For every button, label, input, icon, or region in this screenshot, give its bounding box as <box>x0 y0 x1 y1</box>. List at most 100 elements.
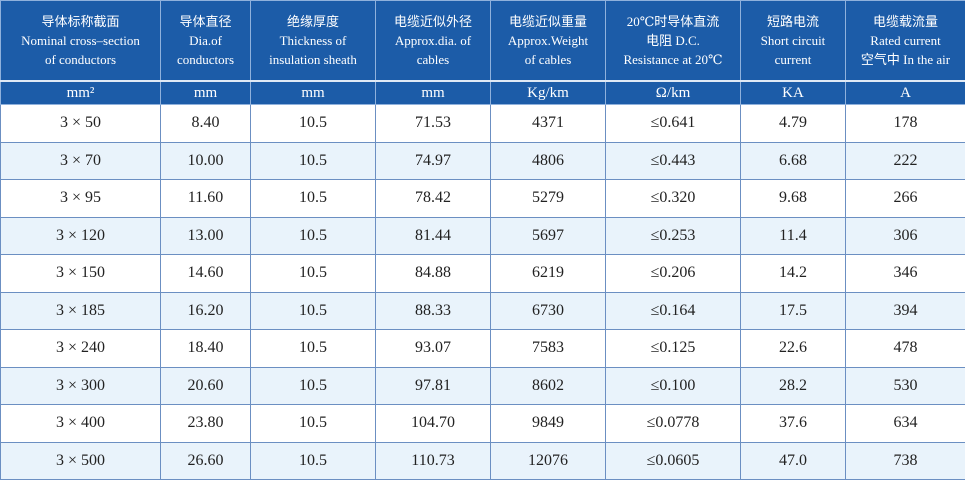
units-row: mm² mm mm mm Kg/km Ω/km KA A <box>0 80 965 105</box>
unit-cell: mm² <box>0 80 161 105</box>
table-cell: ≤0.164 <box>605 291 741 330</box>
table-cell: 222 <box>845 141 965 180</box>
table-cell: 104.70 <box>375 404 491 443</box>
header-line: of conductors <box>44 52 117 67</box>
table-row: 3 × 150 14.60 10.5 84.88 6219 ≤0.206 14.2 346 <box>0 254 965 293</box>
unit-cell: A <box>845 80 965 105</box>
table-cell: 17.5 <box>740 291 846 330</box>
table-cell: 5697 <box>490 216 606 255</box>
table-cell: 6.68 <box>740 141 846 180</box>
header-line: conductors <box>176 52 235 67</box>
table-cell: 10.5 <box>250 141 376 180</box>
header-line: Dia.of <box>189 33 222 48</box>
table-cell: 634 <box>845 404 965 443</box>
unit-cell: mm <box>250 80 376 105</box>
header-cell: 导体直径 Dia.of conductors <box>160 0 251 82</box>
header-line: Short circuit <box>760 33 826 48</box>
table-cell: 10.5 <box>250 254 376 293</box>
table-cell: ≤0.125 <box>605 329 741 368</box>
table-cell: 346 <box>845 254 965 293</box>
unit-cell: mm <box>375 80 491 105</box>
header-line: of cables <box>524 52 572 67</box>
header-line: current <box>774 52 812 67</box>
header-line: 20℃时导体直流 <box>626 14 720 29</box>
table-cell: 37.6 <box>740 404 846 443</box>
header-line: 电缆近似外径 <box>393 14 472 29</box>
table-cell: ≤0.0778 <box>605 404 741 443</box>
table-row: 3 × 50 8.40 10.5 71.53 4371 ≤0.641 4.79 178 <box>0 104 965 143</box>
table-row: 3 × 240 18.40 10.5 93.07 7583 ≤0.125 22.6 478 <box>0 329 965 368</box>
table-cell: 10.5 <box>250 291 376 330</box>
unit-cell: Kg/km <box>490 80 606 105</box>
table-cell: 20.60 <box>160 366 251 405</box>
table-cell: 23.80 <box>160 404 251 443</box>
header-line: 短路电流 <box>766 14 819 29</box>
header-line: 电阻 D.C. <box>646 33 700 48</box>
table-cell: 4806 <box>490 141 606 180</box>
header-cell: 电缆近似外径 Approx.dia. of cables <box>375 0 491 82</box>
table-cell: 10.5 <box>250 404 376 443</box>
table-cell: 3 × 95 <box>0 179 161 218</box>
header-cell: 20℃时导体直流 电阻 D.C. Resistance at 20℃ <box>605 0 741 82</box>
table-cell: 14.60 <box>160 254 251 293</box>
table-cell: ≤0.641 <box>605 104 741 143</box>
table-cell: 3 × 150 <box>0 254 161 293</box>
table-cell: 738 <box>845 441 965 480</box>
header-line: 电缆载流量 <box>872 14 938 29</box>
table-cell: 22.6 <box>740 329 846 368</box>
table-cell: 3 × 185 <box>0 291 161 330</box>
table-cell: 5279 <box>490 179 606 218</box>
table-cell: 26.60 <box>160 441 251 480</box>
table-cell: ≤0.206 <box>605 254 741 293</box>
header-line: Nominal cross–section <box>21 33 140 48</box>
table-cell: 178 <box>845 104 965 143</box>
table-cell: 71.53 <box>375 104 491 143</box>
table-cell: 478 <box>845 329 965 368</box>
header-line: Approx.dia. of <box>394 33 472 48</box>
table-body: 3 × 50 8.40 10.5 71.53 4371 ≤0.641 4.79 178 3 × … <box>0 104 965 480</box>
table-cell: 530 <box>845 366 965 405</box>
table-cell: 4.79 <box>740 104 846 143</box>
table-cell: 93.07 <box>375 329 491 368</box>
table-cell: ≤0.100 <box>605 366 741 405</box>
table-cell: 10.5 <box>250 366 376 405</box>
table-cell: 97.81 <box>375 366 491 405</box>
header-row: 导体标称截面 Nominal cross–section of conductors… <box>0 0 965 82</box>
table-cell: 10.5 <box>250 329 376 368</box>
header-line: insulation sheath <box>269 52 357 67</box>
table-cell: 16.20 <box>160 291 251 330</box>
table-cell: 10.00 <box>160 141 251 180</box>
table-row: 3 × 70 10.00 10.5 74.97 4806 ≤0.443 6.68 222 <box>0 141 965 180</box>
table-cell: 7583 <box>490 329 606 368</box>
table-cell: 3 × 400 <box>0 404 161 443</box>
table-cell: 10.5 <box>250 104 376 143</box>
table-cell: ≤0.253 <box>605 216 741 255</box>
table-cell: 11.60 <box>160 179 251 218</box>
table-row: 3 × 500 26.60 10.5 110.73 12076 ≤0.0605 47.0 73… <box>0 441 965 480</box>
table-cell: 14.2 <box>740 254 846 293</box>
header-line: 空气中 In the air <box>860 52 951 67</box>
unit-cell: KA <box>740 80 846 105</box>
table-cell: 306 <box>845 216 965 255</box>
header-cell: 绝缘厚度 Thickness of insulation sheath <box>250 0 376 82</box>
table-cell: 10.5 <box>250 216 376 255</box>
header-cell: 电缆载流量 Rated current 空气中 In the air <box>845 0 965 82</box>
header-line: 电缆近似重量 <box>508 14 587 29</box>
table-cell: 28.2 <box>740 366 846 405</box>
table-cell: ≤0.0605 <box>605 441 741 480</box>
table-cell: 3 × 120 <box>0 216 161 255</box>
table-row: 3 × 400 23.80 10.5 104.70 9849 ≤0.0778 37.6 634 <box>0 404 965 443</box>
table-cell: 8.40 <box>160 104 251 143</box>
table-cell: 78.42 <box>375 179 491 218</box>
table-cell: 266 <box>845 179 965 218</box>
header-cell: 电缆近似重量 Approx.Weight of cables <box>490 0 606 82</box>
table-cell: 9.68 <box>740 179 846 218</box>
table-cell: 84.88 <box>375 254 491 293</box>
table-cell: 18.40 <box>160 329 251 368</box>
header-cell: 导体标称截面 Nominal cross–section of conductors <box>0 0 161 82</box>
table-cell: 3 × 70 <box>0 141 161 180</box>
header-line: 绝缘厚度 <box>286 14 339 29</box>
table-cell: 6219 <box>490 254 606 293</box>
table-cell: ≤0.320 <box>605 179 741 218</box>
